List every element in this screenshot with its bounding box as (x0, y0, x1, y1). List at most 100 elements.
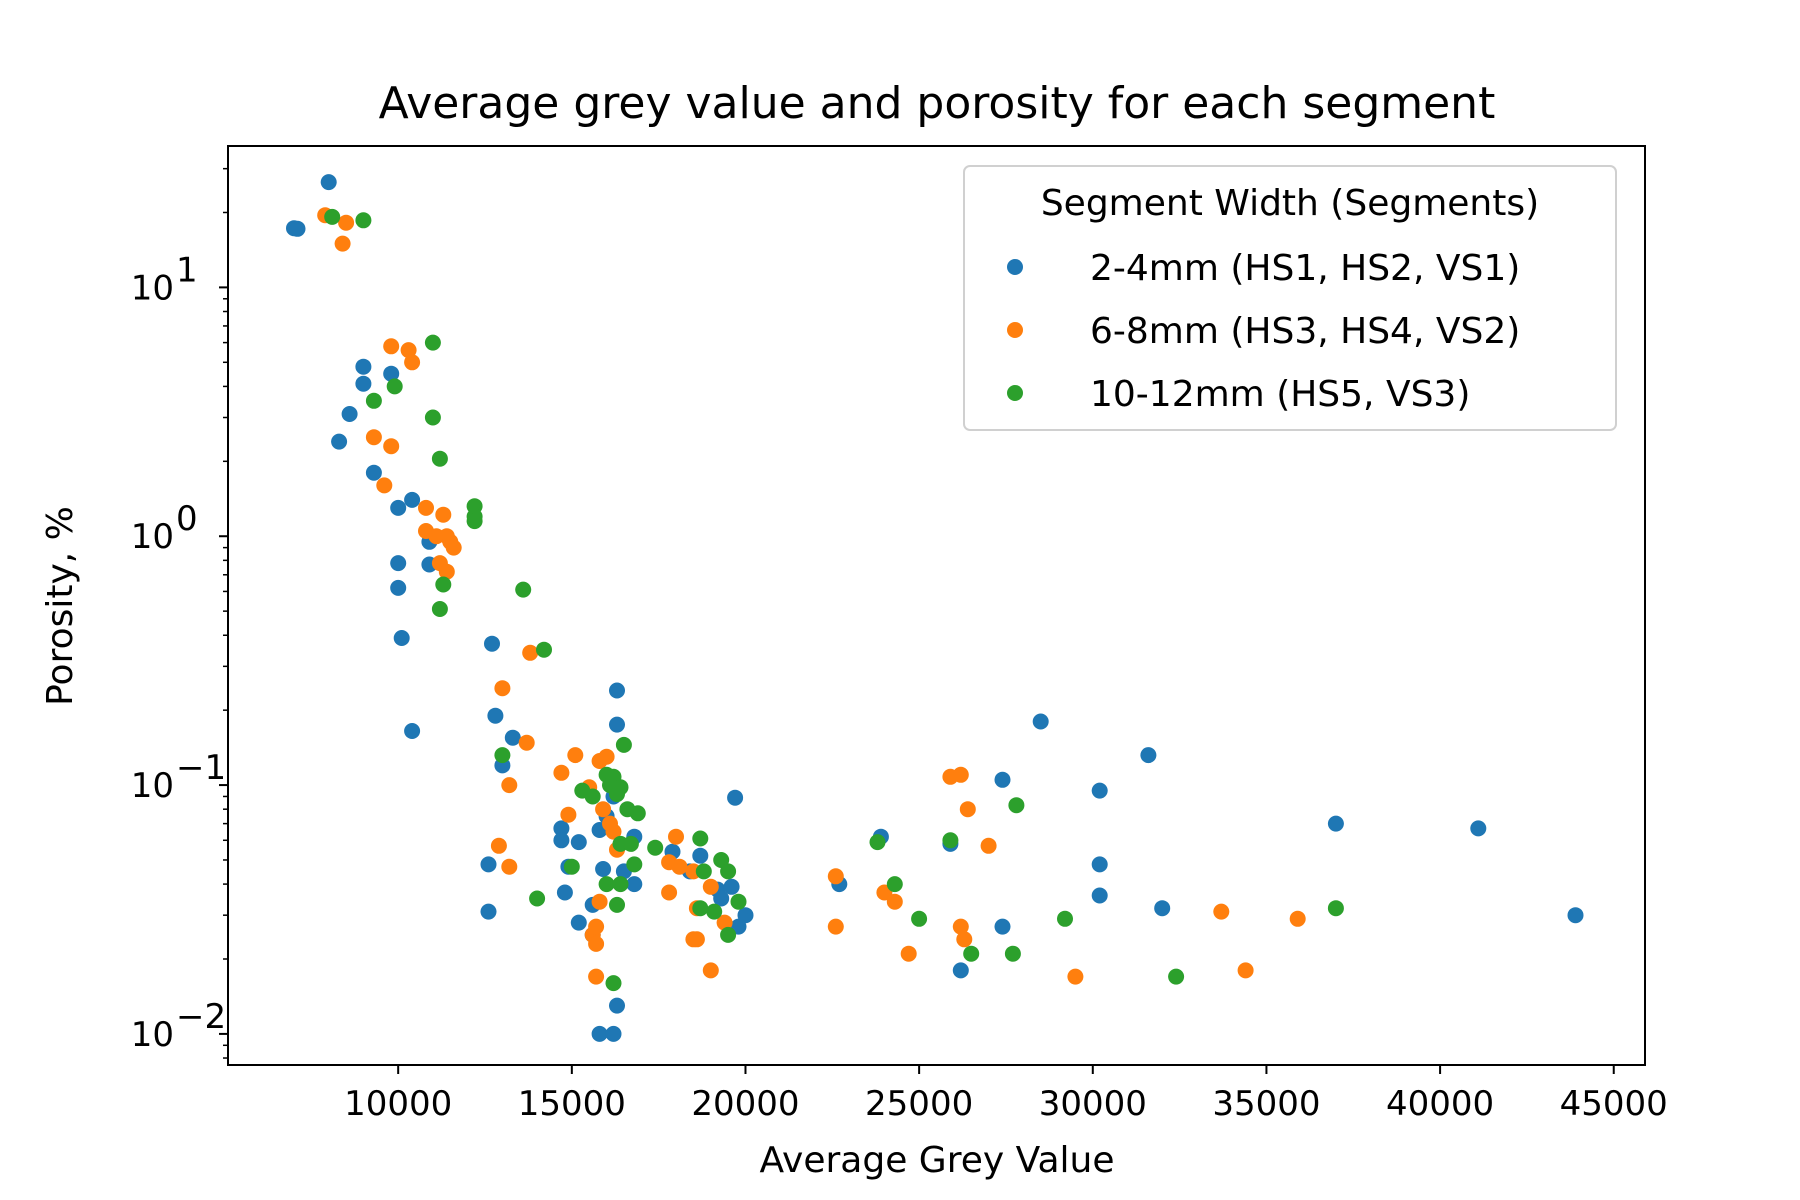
data-point (956, 931, 973, 948)
y-tick-label: 10 (131, 1015, 174, 1055)
data-point (609, 896, 625, 913)
x-tick-label: 35000 (1212, 1084, 1320, 1124)
data-points (286, 174, 1584, 1042)
data-point (615, 736, 632, 753)
data-point (490, 837, 507, 854)
x-tick-label: 15000 (518, 1084, 626, 1124)
legend-label: 10-12mm (HS5, VS3) (1090, 374, 1470, 415)
data-point (730, 893, 747, 910)
data-point (501, 777, 518, 794)
y-tick-exponent: 0 (176, 499, 198, 539)
data-point (424, 334, 441, 351)
data-point (695, 863, 712, 880)
data-point (570, 914, 587, 931)
data-point (595, 801, 612, 818)
y-axis-minor-ticks (223, 167, 228, 1059)
data-point (1091, 887, 1108, 904)
legend-marker (1007, 259, 1023, 275)
data-point (827, 868, 844, 885)
data-point (952, 766, 969, 783)
y-tick-exponent: −1 (176, 748, 226, 788)
series-3 (324, 208, 1344, 992)
data-point (591, 1025, 608, 1042)
data-point (605, 823, 622, 840)
data-point (553, 820, 570, 837)
data-point (487, 707, 504, 724)
data-point (383, 438, 400, 455)
data-point (1154, 900, 1171, 917)
data-point (393, 630, 410, 646)
data-point (1327, 900, 1344, 917)
data-point (626, 876, 643, 893)
data-point (365, 392, 382, 409)
data-point (504, 729, 521, 746)
data-point (438, 563, 455, 580)
data-point (431, 601, 448, 617)
data-point (567, 747, 584, 764)
data-point (435, 576, 452, 593)
x-tick-label: 45000 (1560, 1084, 1668, 1124)
legend-box (963, 165, 1617, 431)
x-tick-label: 20000 (691, 1084, 799, 1124)
data-point (612, 779, 629, 796)
data-point (494, 747, 511, 764)
data-point (355, 358, 372, 375)
data-point (886, 876, 903, 893)
data-point (404, 491, 421, 508)
data-point (1213, 903, 1230, 920)
data-point (466, 513, 483, 530)
data-point (668, 828, 684, 845)
data-point (911, 910, 928, 927)
data-point (1567, 907, 1584, 924)
data-point (952, 918, 969, 935)
data-point (320, 174, 337, 191)
data-point (501, 858, 518, 875)
data-point (529, 890, 546, 907)
data-point (390, 579, 407, 596)
data-point (980, 837, 997, 854)
data-point (629, 805, 646, 822)
data-point (622, 835, 639, 852)
x-tick-label: 40000 (1386, 1084, 1494, 1124)
data-point (720, 863, 737, 880)
data-point (1091, 782, 1108, 799)
data-point (331, 433, 348, 450)
data-point (1067, 968, 1084, 985)
data-point (445, 539, 462, 556)
data-point (560, 806, 577, 823)
data-point (338, 214, 355, 231)
data-point (994, 771, 1011, 788)
data-point (1289, 910, 1306, 927)
data-point (431, 450, 448, 467)
legend-entries: 2-4mm (HS1, HS2, VS1) 6-8mm (HS3, HS4, VS… (1007, 248, 1520, 415)
data-point (609, 682, 625, 699)
legend-title: Segment Width (Segments) (1041, 183, 1539, 224)
data-point (588, 935, 605, 952)
data-point (647, 839, 664, 856)
plot-area-frame (227, 145, 1646, 1066)
data-point (886, 893, 903, 910)
data-point (383, 338, 400, 355)
y-axis-label: Porosity, % (40, 506, 81, 706)
data-point (404, 354, 421, 371)
data-point (1237, 962, 1254, 979)
legend-marker (1007, 385, 1023, 401)
data-point (553, 832, 570, 849)
y-tick-exponent: −2 (176, 997, 226, 1037)
data-point (556, 884, 573, 901)
x-axis-ticks: 10000 15000 20000 25000 30000 35000 40000 45000 (344, 1065, 1668, 1124)
data-point (365, 464, 382, 481)
data-point (595, 861, 612, 877)
data-point (702, 962, 719, 979)
data-point (424, 409, 441, 426)
data-point (588, 968, 605, 985)
data-point (671, 858, 688, 875)
data-point (612, 876, 629, 893)
legend: Segment Width (Segments) 2-4mm (HS1, HS2… (963, 165, 1617, 431)
chart-title: Average grey value and porosity for each… (379, 78, 1496, 129)
data-point (536, 641, 552, 658)
legend-marker (1007, 322, 1023, 338)
data-point (609, 716, 625, 733)
data-point (355, 212, 372, 229)
